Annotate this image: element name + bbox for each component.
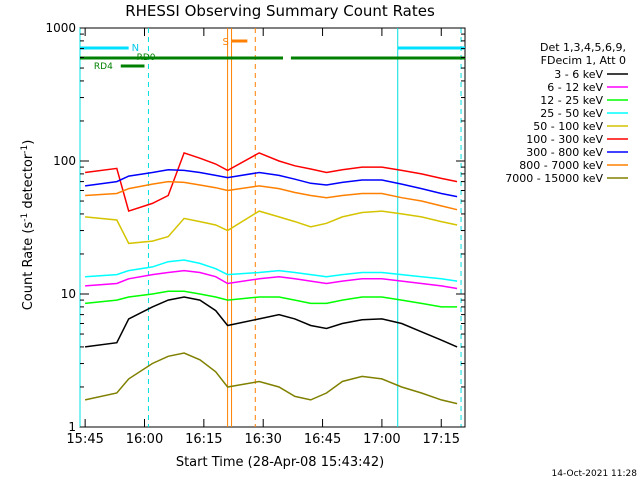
y-axis-label-end: ) [21,140,36,145]
series-group [84,151,458,405]
y-axis-label-sup1: -1 [20,213,30,222]
axes: 15:45 16:00 16:15 16:30 16:45 17:00 17:15 1 10 10… [45,21,465,447]
series-line-7 [84,168,458,198]
night-flag-label: N [132,43,139,54]
flag-bars: N S RD0 RD4 [79,28,465,427]
x-tick-label: 17:00 [363,432,400,447]
y-axis-label-mid: detector [21,153,36,213]
y-tick-label: 10 [61,287,76,301]
series-line-5 [85,210,458,245]
series-line-1 [85,296,458,348]
x-tick-label: 17:15 [423,432,460,447]
legend-label-8: 800 - 7000 keV [519,159,603,172]
y-axis-label-main: Count Rate (s [21,222,36,311]
y-tick-label: 1000 [45,21,76,35]
x-tick-label: 16:45 [304,432,341,447]
y-axis-label: Count Rate (s-1 detector-1) [20,140,36,311]
series-line-3 [85,290,458,308]
legend-label-5: 50 - 100 keV [533,120,603,133]
legend-label-6: 100 - 300 keV [526,133,603,146]
footer-date: 14-Oct-2021 11:28 [552,469,638,479]
series-line-2 [85,269,458,290]
legend-label-9: 7000 - 15000 keV [505,172,603,185]
legend-header-line: FDecim 1, Att 0 [541,54,626,67]
series-line-8 [85,180,458,211]
legend: Det 1,3,4,5,6,9,FDecim 1, Att 03 - 6 keV… [505,41,628,185]
x-tick-label: 16:30 [244,432,281,447]
y-tick-label: 1 [68,420,76,434]
legend-label-3: 12 - 25 keV [540,94,603,107]
series-line-6 [85,151,458,213]
y-axis-label-sup2: -1 [20,145,30,154]
saa-flag-label: S [223,37,229,48]
plot-border [79,27,466,428]
rd0-flag-label: RD0 [137,53,156,63]
legend-label-1: 3 - 6 keV [554,68,603,81]
series-line-4 [85,259,458,282]
legend-label-4: 25 - 50 keV [540,107,603,120]
rd4-flag-label: RD4 [94,62,113,72]
plot-area [79,27,466,428]
legend-label-7: 300 - 800 keV [526,146,603,159]
x-tick-label: 15:45 [66,432,103,447]
legend-header-line: Det 1,3,4,5,6,9, [540,41,626,54]
series-line-9 [84,352,458,405]
chart-title: RHESSI Observing Summary Count Rates [125,2,435,20]
legend-label-2: 6 - 12 keV [547,81,603,94]
y-tick-label: 100 [53,154,76,168]
x-tick-label: 16:00 [126,432,163,447]
x-axis-label: Start Time (28-Apr-08 15:43:42) [176,455,384,470]
x-tick-label: 16:15 [185,432,222,447]
